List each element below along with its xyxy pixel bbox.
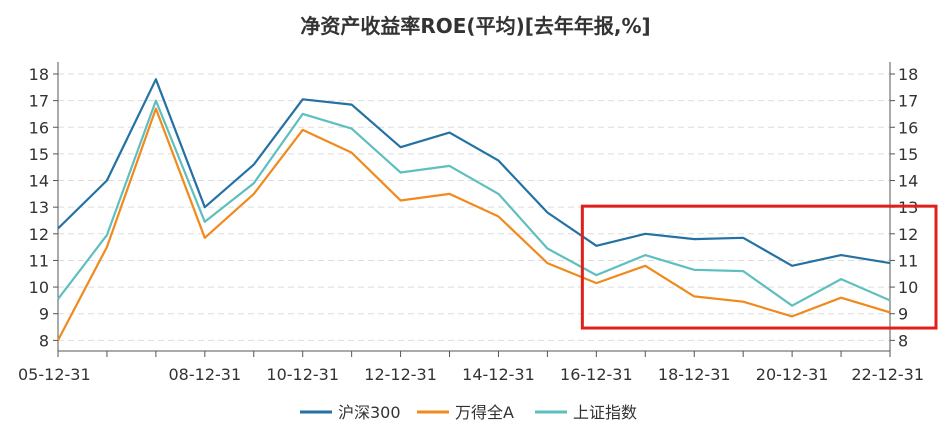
- y-tick-label-left: 9: [39, 305, 49, 324]
- y-tick-label-right: 12: [898, 225, 918, 244]
- y-tick-label-left: 12: [29, 225, 49, 244]
- x-tick-label: 08-12-31: [169, 365, 242, 384]
- y-tick-label-left: 11: [29, 251, 49, 270]
- y-tick-label-left: 15: [29, 145, 49, 164]
- y-tick-label-left: 18: [29, 65, 49, 84]
- x-tick-label: 18-12-31: [658, 365, 731, 384]
- y-tick-label-left: 17: [29, 92, 49, 111]
- series-line-2: [57, 107, 891, 341]
- y-tick-label-right: 10: [898, 278, 918, 297]
- x-tick-label: 10-12-31: [266, 365, 339, 384]
- y-tick-label-right: 13: [898, 198, 918, 217]
- y-tick-label-right: 11: [898, 251, 918, 270]
- x-tick-label: 14-12-31: [462, 365, 535, 384]
- y-tick-label-right: 8: [898, 331, 908, 350]
- y-tick-label-right: 18: [898, 65, 918, 84]
- legend-label: 沪深300: [338, 403, 401, 422]
- series-line-3: [57, 99, 891, 307]
- y-tick-label-right: 17: [898, 92, 918, 111]
- x-tick-label: 12-12-31: [364, 365, 437, 384]
- y-tick-label-left: 16: [29, 118, 49, 137]
- highlight-box: [580, 204, 938, 330]
- x-tick-label: 22-12-31: [851, 365, 924, 384]
- y-tick-label-right: 9: [898, 305, 908, 324]
- y-tick-label-left: 13: [29, 198, 49, 217]
- x-tick-label: 20-12-31: [756, 365, 829, 384]
- y-tick-label-left: 10: [29, 278, 49, 297]
- y-tick-label-left: 14: [29, 172, 49, 191]
- y-tick-label-right: 14: [898, 172, 918, 191]
- y-tick-label-right: 15: [898, 145, 918, 164]
- y-tick-label-left: 8: [39, 331, 49, 350]
- chart-title: 净资产收益率ROE(平均)[去年年报,%]: [300, 14, 651, 38]
- series-line-1: [57, 78, 891, 267]
- x-tick-label: 16-12-31: [560, 365, 633, 384]
- legend-label: 上证指数: [573, 403, 637, 422]
- x-tick-label: 05-12-31: [18, 365, 91, 384]
- y-tick-label-right: 16: [898, 118, 918, 137]
- legend-label: 万得全A: [455, 403, 514, 422]
